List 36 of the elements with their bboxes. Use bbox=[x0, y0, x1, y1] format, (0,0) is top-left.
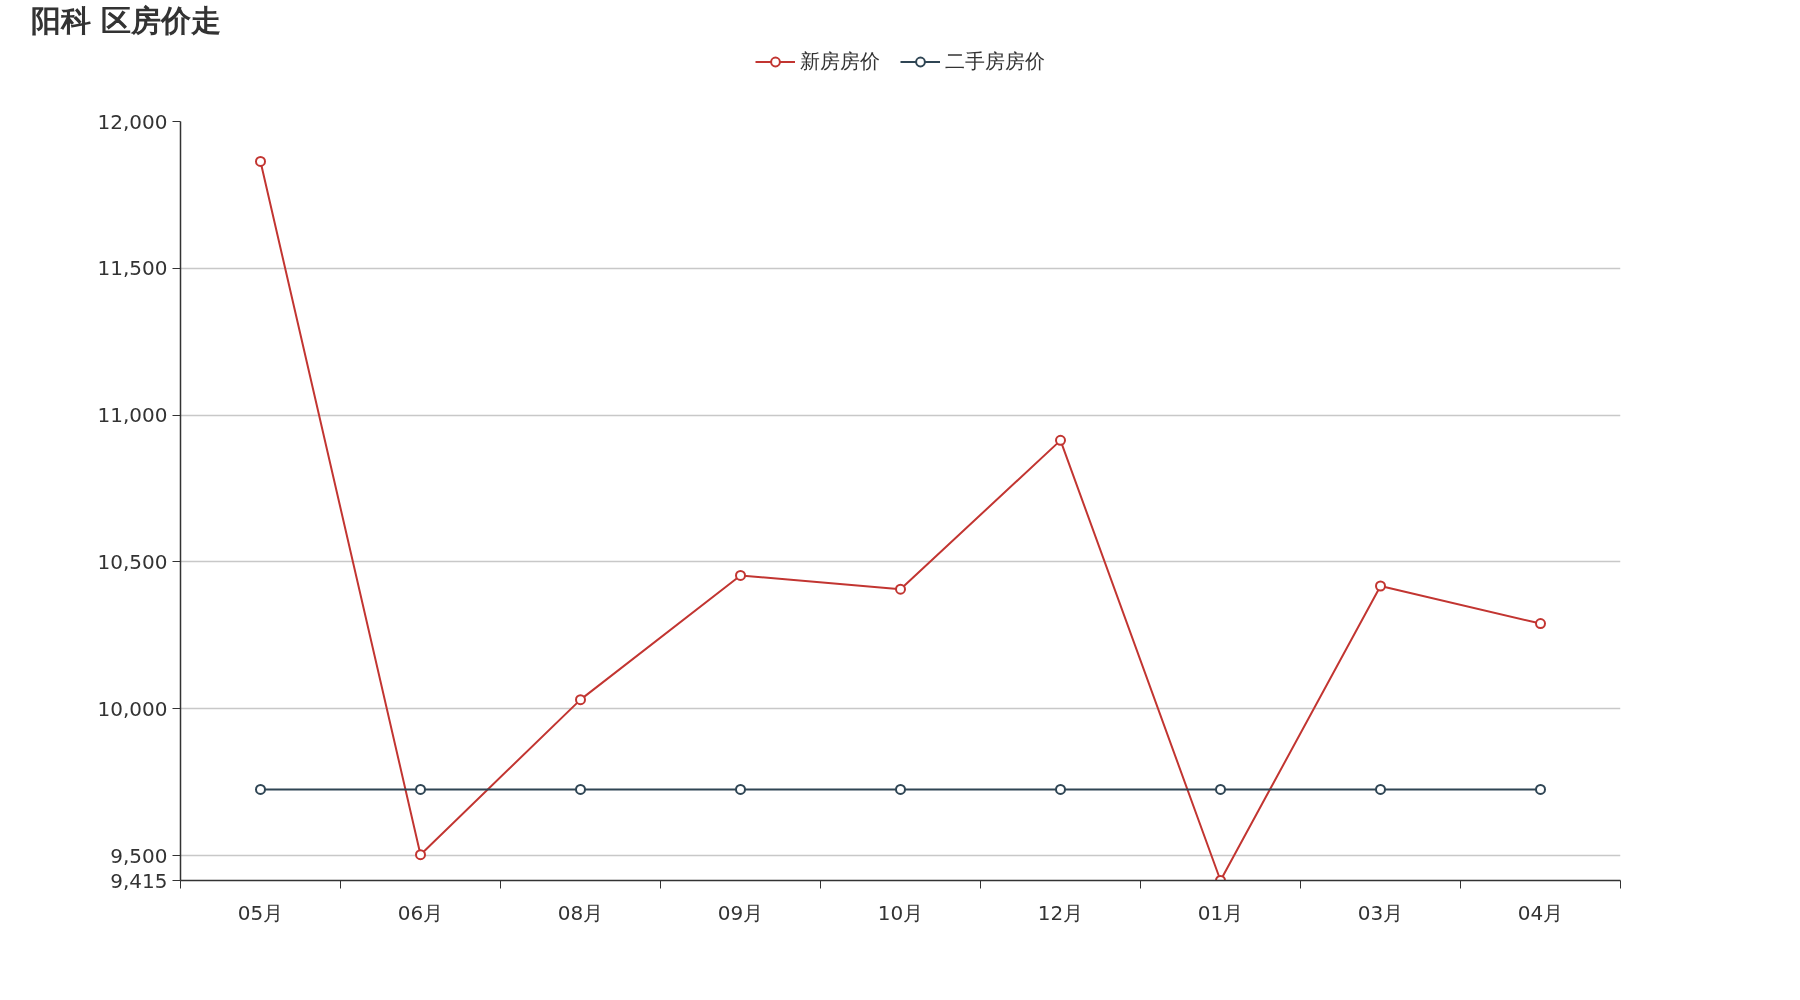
y-tick-label: 12,000 bbox=[97, 109, 168, 134]
y-tick-label: 11,000 bbox=[97, 403, 168, 428]
y-tick-label: 9,415 bbox=[110, 868, 168, 893]
x-tick-label: 03月 bbox=[1357, 900, 1404, 925]
point bbox=[895, 783, 906, 795]
x-tick-label: 08月 bbox=[557, 900, 604, 925]
x-tick-label: 09月 bbox=[717, 900, 764, 925]
x-tick-label: 04月 bbox=[1517, 900, 1564, 925]
point bbox=[575, 694, 586, 706]
y-tick-label: 9,500 bbox=[110, 843, 168, 868]
y-tick-label: 11,500 bbox=[97, 256, 168, 281]
x-tick-label: 06月 bbox=[397, 900, 444, 925]
x-tick-label: 05月 bbox=[237, 900, 284, 925]
point bbox=[255, 155, 266, 167]
point bbox=[1375, 580, 1386, 592]
y-tick-label: 10,500 bbox=[97, 549, 168, 574]
point bbox=[1535, 618, 1546, 630]
point bbox=[575, 783, 586, 795]
point bbox=[415, 783, 426, 795]
point bbox=[1055, 434, 1066, 446]
point bbox=[1375, 783, 1386, 795]
legend-label: 新房房价 bbox=[800, 47, 880, 75]
x-tick-label: 10月 bbox=[877, 900, 924, 925]
point bbox=[1215, 783, 1226, 795]
point bbox=[1055, 783, 1066, 795]
chart-title: 阳科 区房价走 bbox=[30, 2, 221, 38]
point bbox=[1535, 783, 1546, 795]
y-tick-label: 10,000 bbox=[97, 696, 168, 721]
point bbox=[255, 783, 266, 795]
x-tick-label: 12月 bbox=[1037, 900, 1084, 925]
point bbox=[735, 569, 746, 581]
legend-label: 二手房房价 bbox=[945, 47, 1045, 75]
point bbox=[735, 783, 746, 795]
point bbox=[415, 849, 426, 861]
x-tick-label: 01月 bbox=[1197, 900, 1244, 925]
point bbox=[895, 583, 906, 595]
